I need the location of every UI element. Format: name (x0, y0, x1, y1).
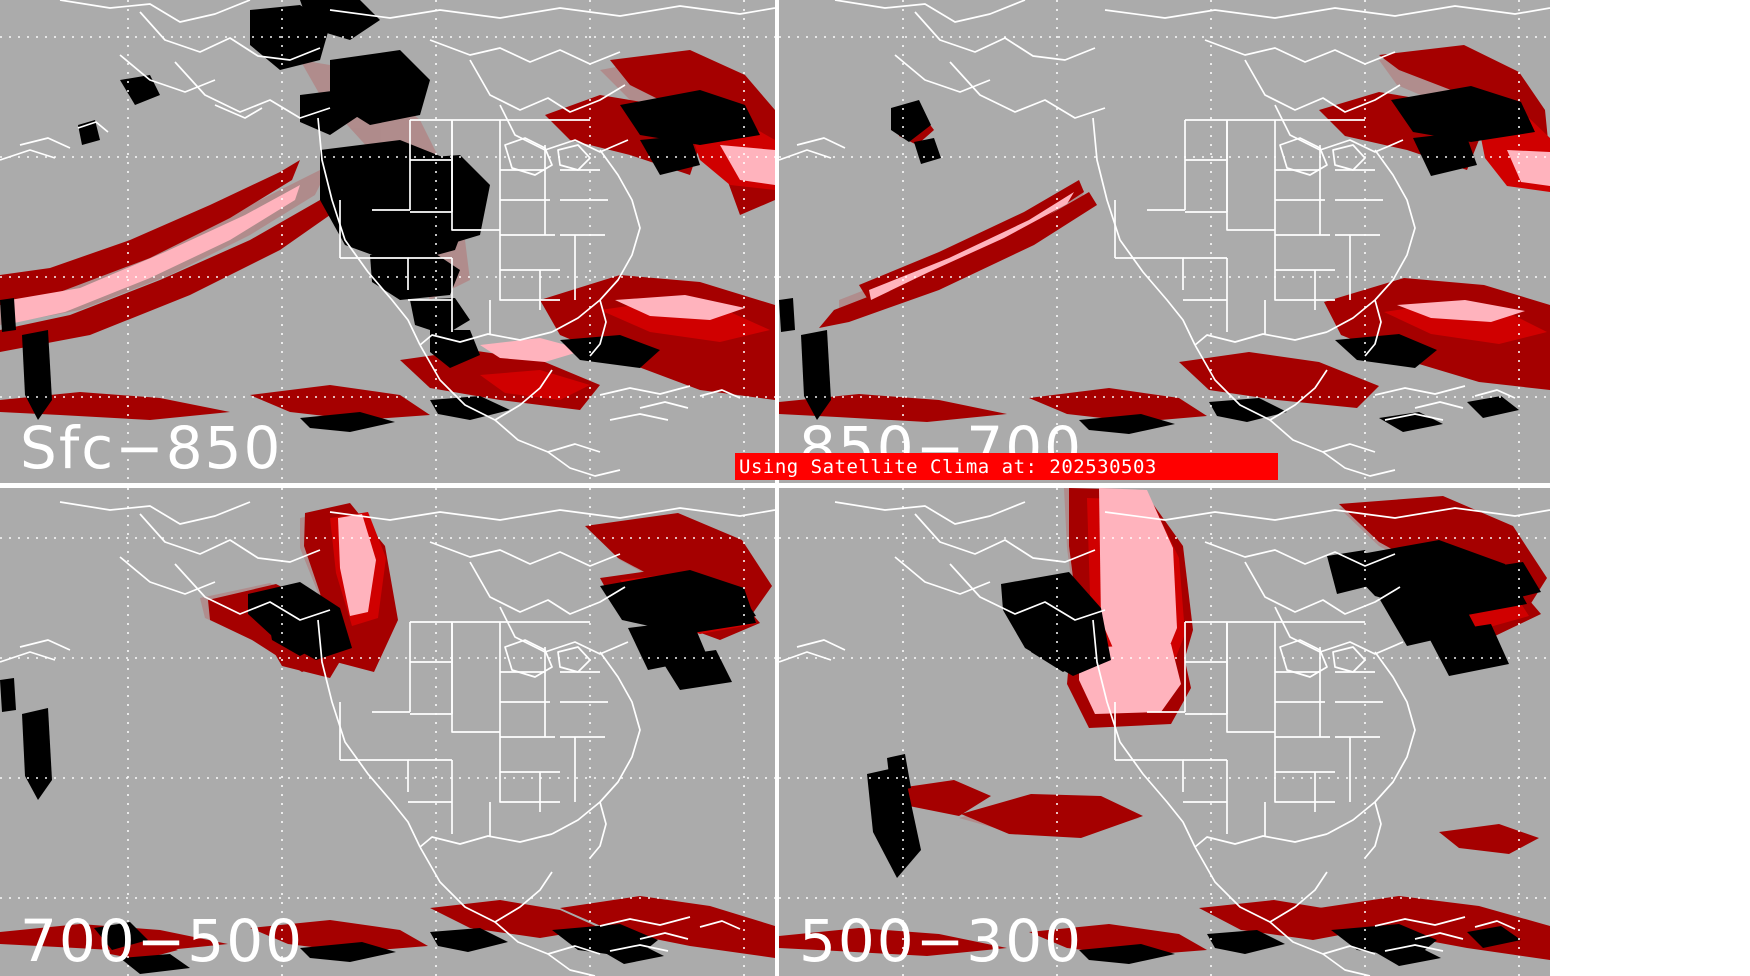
coastlines (779, 0, 1550, 477)
gridlines (0, 0, 775, 483)
map-panel-sfc-850[interactable]: Sfc−850 (0, 0, 775, 483)
panel-divider-vertical-top (775, 0, 779, 483)
status-banner: Using Satellite Clima at: 202530503 (735, 453, 1278, 480)
map-graphic-sfc-850 (0, 0, 775, 483)
field-pink (338, 514, 376, 616)
coastlines (779, 501, 1550, 976)
map-canvas-850-700 (779, 0, 1550, 483)
field-black (867, 540, 1541, 966)
map-graphic-850-700 (779, 0, 1550, 483)
field-pink (869, 150, 1550, 322)
field-pink (5, 145, 775, 362)
panel-label-500-300: 500−300 (799, 907, 1084, 975)
panel-label-sfc-850: Sfc−850 (20, 414, 283, 482)
coastlines (0, 501, 775, 976)
map-canvas-500-300 (779, 488, 1550, 976)
panel-divider-vertical-bottom (775, 488, 779, 976)
field-black (0, 0, 760, 432)
map-canvas-700-500 (0, 488, 775, 976)
panel-divider-horizontal (0, 483, 1550, 488)
gridlines (779, 488, 1550, 976)
map-panel-700-500[interactable]: 700−500 (0, 488, 775, 976)
status-banner-text: Using Satellite Clima at: 202530503 (739, 456, 1157, 478)
map-panel-850-700[interactable]: 850−700 (779, 0, 1550, 483)
map-graphic-700-500 (0, 488, 775, 976)
field-black (779, 86, 1535, 434)
map-graphic-500-300 (779, 488, 1550, 976)
coastlines (0, 0, 775, 477)
panel-label-700-500: 700−500 (20, 907, 305, 975)
gridlines (0, 488, 775, 976)
map-panel-500-300[interactable]: 500−300 (779, 488, 1550, 976)
map-canvas-sfc-850 (0, 0, 775, 483)
